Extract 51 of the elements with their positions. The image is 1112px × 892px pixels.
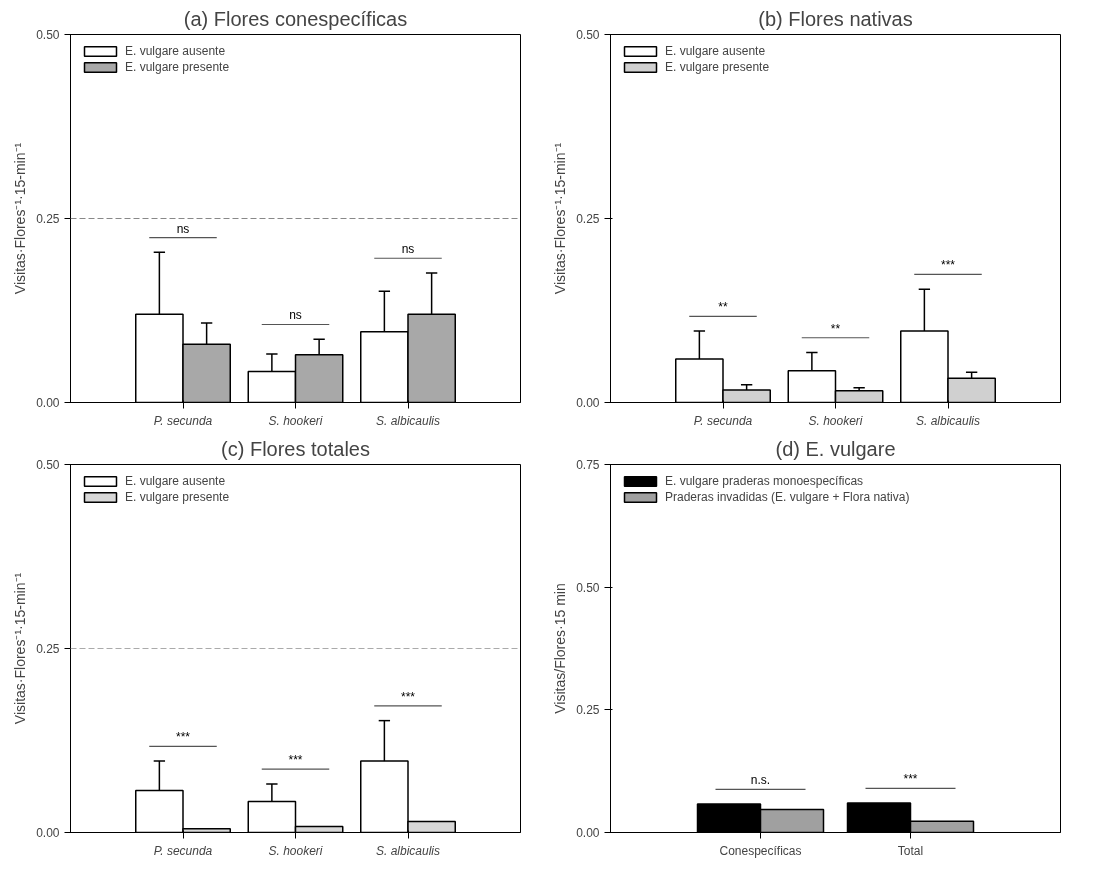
y-tick-label: 0.50 [576,28,600,42]
y-axis-title: Visitas·Flores⁻¹·15-min⁻¹ [12,142,29,295]
annotation: ** [830,321,841,336]
x-tick-label: S. hookeri [268,413,323,428]
y-tick-label: 0.00 [36,396,60,410]
chart-title: (c) Flores totales [221,437,370,460]
annotation: n.s. [750,773,771,788]
y-tick-label: 0.00 [576,826,600,840]
x-tick-label: Total [897,843,924,858]
annotation: ns [289,308,302,323]
x-tick-label: S. hookeri [808,413,863,428]
annotation: ns [401,242,415,257]
chart-title: (a) Flores conespecíficas [183,7,408,30]
y-tick-label: 0.25 [36,212,60,226]
legend-label: E. vulgare presente [665,60,770,74]
annotation: *** [288,753,303,768]
legend-label: Praderas invadidas (E. vulgare + Flora nativa) [665,490,910,504]
annotation: ns [176,221,190,236]
y-tick-label: 0.50 [576,580,600,595]
y-tick-label: 0.75 [576,458,600,472]
y-tick-label: 0.00 [576,396,600,410]
x-tick-label: P. secunda [153,843,213,858]
x-tick-label: P. secunda [693,413,753,428]
chart-title: (b) Flores nativas [758,7,913,30]
y-tick-label: 0.25 [576,703,600,718]
y-axis-title: Visitas·Flores⁻¹·15-min⁻¹ [12,572,29,725]
annotation: *** [401,689,416,704]
x-tick-label: S. albicaulis [915,413,981,428]
legend-label: E. vulgare ausente [125,474,226,488]
legend-label: E. vulgare praderas monoespecíficas [665,474,864,488]
x-tick-label: S. albicaulis [375,413,441,428]
annotation: ** [718,300,728,315]
legend-label: E. vulgare ausente [125,44,226,58]
x-tick-label: S. hookeri [268,843,323,858]
y-axis-title: Visitas/Flores·15 min [552,583,569,714]
annotation: *** [903,772,918,787]
y-tick-label: 0.00 [36,826,60,840]
legend-label: E. vulgare ausente [665,44,766,58]
y-axis-title: Visitas·Flores⁻¹·15-min⁻¹ [552,142,569,295]
x-tick-label: Conespecíficas [719,843,802,858]
y-tick-label: 0.25 [36,642,60,656]
x-tick-label: S. albicaulis [375,843,441,858]
y-tick-label: 0.50 [36,458,60,472]
legend-label: E. vulgare presente [125,60,230,74]
x-tick-label: P. secunda [153,413,213,428]
legend-label: E. vulgare presente [125,490,230,504]
annotation: *** [176,730,191,745]
annotation: *** [941,258,956,273]
y-tick-label: 0.50 [36,28,60,42]
y-tick-label: 0.25 [576,212,600,226]
chart-title: (d) E. vulgare [775,437,896,460]
